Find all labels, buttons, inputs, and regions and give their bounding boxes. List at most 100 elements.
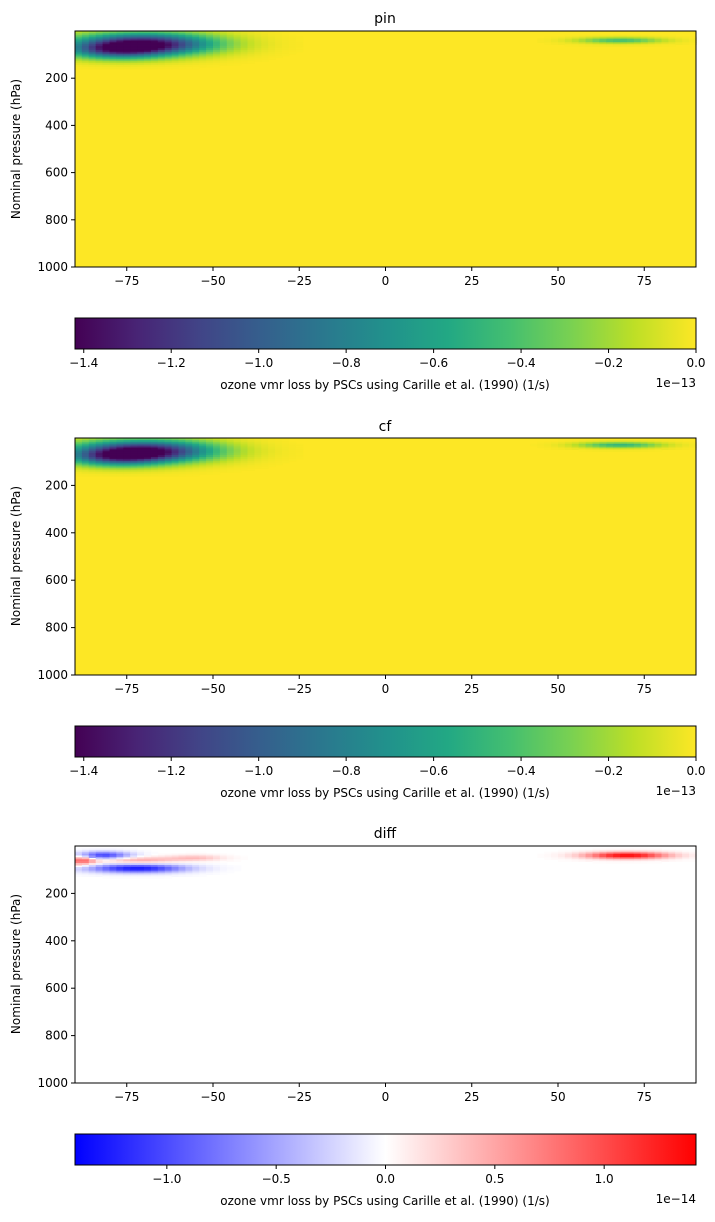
heatmap-cell	[206, 462, 214, 466]
heatmap-cell	[130, 438, 138, 441]
heatmap-cell	[254, 453, 262, 456]
heatmap-cell	[185, 57, 193, 60]
heatmap-cell	[157, 439, 166, 443]
heatmap-cell	[206, 468, 214, 471]
heatmap-cell	[199, 47, 207, 51]
heatmap-cell	[75, 66, 83, 70]
heatmap-cell	[578, 439, 587, 443]
heatmap-cell	[606, 439, 614, 443]
heatmap-cell	[137, 472, 145, 475]
heatmap-cell	[185, 874, 193, 877]
heatmap-cell	[123, 46, 131, 49]
y-tick-label: 1000	[37, 1076, 68, 1090]
heatmap-cell	[123, 456, 131, 460]
heatmap-cell	[192, 31, 200, 34]
heatmap-cell	[288, 34, 297, 38]
heatmap-cell	[109, 40, 117, 43]
heatmap-cell	[81, 34, 90, 38]
heatmap-cell	[130, 439, 138, 443]
heatmap-cell	[282, 441, 290, 445]
heatmap-cell	[233, 438, 242, 441]
heatmap-cell	[144, 853, 152, 857]
heatmap-cell	[75, 55, 83, 59]
heatmap-cell	[599, 38, 607, 42]
heatmap-cell	[178, 456, 186, 460]
heatmap-cell	[261, 59, 269, 62]
colorbar-offset-text: 1e−14	[656, 1192, 696, 1206]
heatmap-cell	[192, 44, 200, 47]
heatmap-cell	[102, 64, 111, 68]
heatmap-cell	[233, 464, 242, 468]
heatmap-cell	[288, 46, 297, 49]
heatmap-cell	[606, 36, 614, 40]
heatmap-cell	[578, 36, 587, 40]
heatmap-cell	[123, 466, 131, 469]
heatmap-cell	[75, 61, 83, 64]
heatmap-cell	[585, 36, 594, 40]
heatmap-cell	[627, 851, 635, 855]
heatmap-cell	[288, 453, 297, 456]
heatmap-cell	[144, 472, 152, 475]
heatmap-cell	[81, 468, 90, 471]
heatmap-cell	[116, 874, 124, 877]
heatmap-cell	[116, 51, 124, 55]
heatmap-cell	[150, 441, 159, 445]
heatmap-cell	[558, 853, 566, 857]
heatmap-cell	[116, 872, 124, 876]
heatmap-cell	[206, 853, 214, 857]
heatmap-cell	[647, 853, 656, 857]
heatmap-cell	[164, 468, 173, 471]
heatmap-cell	[144, 866, 152, 870]
heatmap-cell	[219, 57, 228, 60]
heatmap-cell	[199, 451, 207, 454]
heatmap-cell	[150, 453, 159, 456]
heatmap-cell	[130, 31, 138, 34]
heatmap-cell	[192, 61, 200, 64]
heatmap-cell	[226, 61, 235, 64]
heatmap-cell	[150, 49, 159, 53]
heatmap-cell	[592, 853, 600, 857]
heatmap-cell	[219, 44, 228, 47]
heatmap-cell	[88, 61, 97, 64]
heatmap-cell	[226, 455, 235, 458]
heatmap-cell	[247, 47, 255, 51]
heatmap-cell	[81, 47, 90, 51]
heatmap-cell	[130, 462, 138, 466]
heatmap-cell	[640, 38, 649, 42]
heatmap-cell	[240, 464, 249, 468]
heatmap-cell	[164, 438, 173, 441]
heatmap-cell	[199, 466, 207, 469]
heatmap-cell	[192, 443, 200, 447]
heatmap-cell	[109, 460, 117, 464]
heatmap-cell	[123, 864, 131, 868]
heatmap-cell	[254, 438, 262, 441]
heatmap-cell	[192, 855, 200, 858]
heatmap-cell	[137, 861, 145, 864]
heatmap-cell	[213, 32, 221, 36]
heatmap-cell	[640, 447, 649, 450]
heatmap-cell	[240, 439, 249, 443]
heatmap-cell	[130, 458, 138, 462]
heatmap-cell	[206, 55, 214, 59]
heatmap-cell	[633, 857, 642, 860]
heatmap-cell	[192, 449, 200, 452]
heatmap-cell	[88, 445, 97, 449]
heatmap-cell	[109, 36, 117, 40]
heatmap-cell	[178, 870, 186, 874]
heatmap-cell	[213, 451, 221, 454]
heatmap-cell	[661, 42, 669, 45]
heatmap-cell	[247, 458, 255, 462]
heatmap-cell	[219, 47, 228, 51]
heatmap-cell	[661, 445, 669, 449]
heatmap-cell	[157, 855, 166, 858]
heatmap-cell	[633, 42, 642, 45]
heatmap-cell	[613, 447, 621, 450]
heatmap-cell	[164, 445, 173, 449]
heatmap-cell	[240, 855, 249, 858]
heatmap-cell	[123, 66, 131, 70]
heatmap-cell	[164, 460, 173, 464]
heatmap-cell	[226, 44, 235, 47]
heatmap-cell	[282, 46, 290, 49]
heatmap-cell	[240, 456, 249, 460]
